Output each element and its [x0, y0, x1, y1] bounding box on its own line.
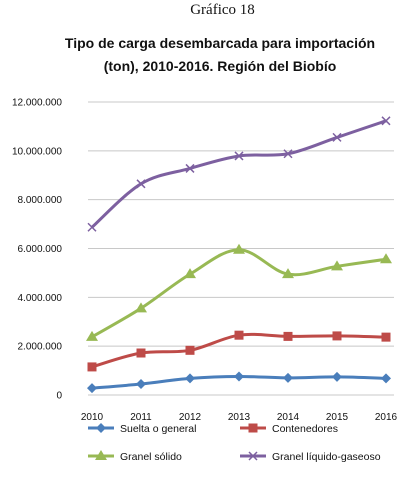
series-3 [87, 116, 391, 232]
legend-marker [95, 450, 107, 460]
data-point [332, 132, 342, 142]
legend-label: Granel líquido-gaseoso [272, 451, 381, 463]
data-point [87, 383, 97, 394]
data-point [234, 371, 244, 382]
data-point [136, 379, 146, 390]
data-point [86, 330, 98, 341]
y-tick-label: 6.000.000 [18, 244, 63, 255]
data-point [185, 373, 195, 384]
legend-item: Granel sólido [88, 450, 182, 463]
data-point [283, 149, 293, 159]
legend-label: Contenedores [272, 423, 338, 435]
x-tick-label: 2016 [375, 412, 398, 423]
data-point [282, 268, 294, 279]
y-tick-label: 10.000.000 [12, 146, 62, 157]
data-point [381, 332, 391, 342]
legend-marker [248, 451, 258, 461]
legend-label: Suelta o general [120, 423, 196, 435]
series-group [86, 116, 392, 394]
data-point [332, 331, 342, 341]
series-2 [86, 243, 392, 341]
data-point [381, 116, 391, 126]
x-tick-label: 2014 [277, 412, 300, 423]
legend-item: Contenedores [240, 423, 338, 435]
data-point [283, 331, 293, 341]
x-tick-label: 2013 [228, 412, 251, 423]
data-point [331, 260, 343, 271]
legend: Suelta o general Contenedores Granel sólid… [88, 423, 381, 463]
data-point [185, 345, 195, 355]
data-point [136, 348, 146, 358]
y-tick-label: 8.000.000 [18, 195, 63, 206]
data-point [283, 372, 293, 383]
legend-label: Granel sólido [120, 451, 182, 463]
figure-caption: Gráfico 18 [190, 2, 255, 18]
legend-marker [248, 423, 258, 433]
x-axis-ticks: 2010 2011 2012 2013 2014 2015 2016 [81, 412, 398, 423]
data-point [136, 179, 146, 189]
data-point [135, 302, 147, 313]
chart-title: Tipo de carga desembarcada para importac… [40, 32, 400, 78]
data-point [380, 253, 392, 264]
x-tick-label: 2010 [81, 412, 104, 423]
series-0 [87, 371, 391, 394]
legend-marker [96, 423, 106, 433]
data-point [184, 268, 196, 279]
data-point [381, 373, 391, 384]
data-point [87, 362, 97, 372]
data-point [87, 222, 97, 232]
y-tick-label: 0 [56, 391, 62, 402]
y-tick-label: 12.000.000 [12, 98, 62, 109]
data-point [233, 243, 245, 254]
x-tick-label: 2011 [130, 412, 152, 423]
x-tick-label: 2012 [179, 412, 202, 423]
x-tick-label: 2015 [326, 412, 349, 423]
series-1 [87, 330, 391, 372]
y-tick-label: 2.000.000 [18, 342, 63, 353]
y-tick-label: 4.000.000 [18, 293, 63, 304]
series-line [91, 248, 387, 339]
data-point [234, 151, 244, 161]
series-line [91, 119, 387, 229]
legend-item: Suelta o general [88, 423, 196, 435]
y-axis-ticks: 0 2.000.000 4.000.000 6.000.000 8.000.000 10.… [12, 98, 63, 402]
data-point [185, 163, 195, 173]
data-point [332, 371, 342, 382]
chart-title-line-2: (ton), 2010-2016. Región del Biobío [103, 58, 337, 74]
chart-title-line-1: Tipo de carga desembarcada para importac… [64, 35, 376, 51]
data-point [234, 330, 244, 340]
legend-item: Granel líquido-gaseoso [240, 451, 381, 463]
